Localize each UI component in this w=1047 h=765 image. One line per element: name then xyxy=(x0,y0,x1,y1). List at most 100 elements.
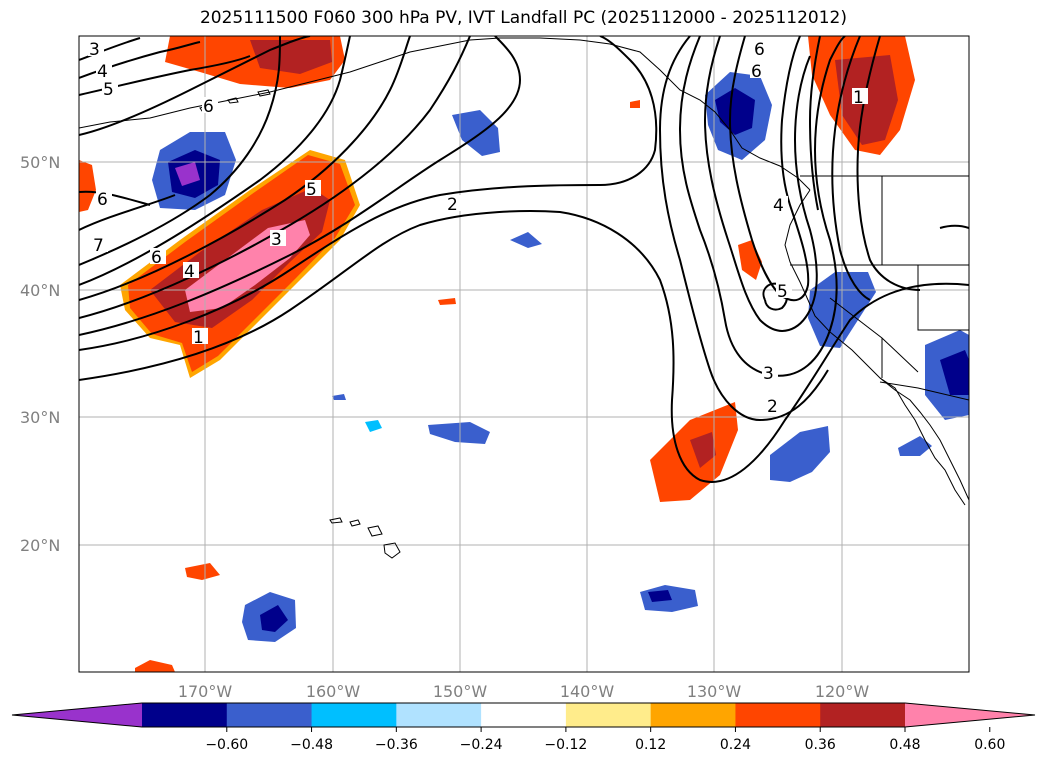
pv-negative-core xyxy=(940,350,969,395)
colorbar-segment xyxy=(565,703,652,727)
colorbar-segment xyxy=(820,703,906,727)
colorbar-tick-label: −0.24 xyxy=(460,737,503,753)
contour-label: 4 xyxy=(184,262,195,282)
contour-labels: 3 4 5 6 6 6 7 6 4 3 5 1 2 6 xyxy=(88,40,868,417)
contour-line xyxy=(79,36,471,319)
contour-label: 3 xyxy=(763,364,774,384)
coastline-baja xyxy=(879,377,966,506)
contour-line xyxy=(728,36,810,302)
contour-line xyxy=(678,36,846,377)
contour-label: 1 xyxy=(193,328,204,348)
contour-label: 3 xyxy=(89,40,100,60)
contour-label: 6 xyxy=(151,248,162,268)
colorbar-tick-label: −0.12 xyxy=(544,737,587,753)
colorbar: −0.60 −0.48 −0.36 −0.24 −0.12 0.12 0.24 0.36 0.4… xyxy=(11,702,1036,753)
contour-label: 7 xyxy=(93,236,104,256)
contour-line xyxy=(658,36,829,422)
pv-negative-area xyxy=(510,232,542,248)
lat-label: 20°N xyxy=(20,536,60,555)
pv-positive-area xyxy=(438,298,456,305)
contour-line xyxy=(79,37,141,61)
pv-negative-area xyxy=(898,436,932,456)
pv-positive-area xyxy=(185,563,220,580)
lat-label: 50°N xyxy=(20,153,60,172)
contour-line xyxy=(808,36,821,211)
lon-label: 130°W xyxy=(687,682,742,701)
contour-label: 4 xyxy=(773,196,784,216)
island-hawaii xyxy=(329,517,401,559)
lon-label: 160°W xyxy=(306,682,361,701)
contour-label: 4 xyxy=(97,62,108,82)
pv-negative-area xyxy=(452,110,500,156)
contour-line xyxy=(79,36,658,351)
longitude-labels: 170°W 160°W 150°W 140°W 130°W 120°W xyxy=(178,682,870,701)
contour-line xyxy=(939,224,969,229)
colorbar-extend-min xyxy=(12,703,142,727)
colorbar-segment xyxy=(311,703,397,727)
contour-label: 5 xyxy=(306,180,317,200)
latitude-labels: 50°N 40°N 30°N 20°N xyxy=(20,153,60,555)
pv-negative-area xyxy=(365,420,382,432)
colorbar-segment xyxy=(481,703,567,727)
contour-line xyxy=(79,36,281,266)
coastline-alaska xyxy=(79,37,811,191)
contour-label: 5 xyxy=(103,80,114,100)
contour-label: 2 xyxy=(447,195,458,215)
contour-label: 1 xyxy=(853,88,864,108)
lat-label: 30°N xyxy=(20,408,60,427)
contour-label: 6 xyxy=(203,97,214,117)
coastlines xyxy=(79,37,969,559)
colorbar-segment xyxy=(650,703,736,727)
pv-positive-core xyxy=(690,432,716,468)
graticule xyxy=(79,36,969,672)
border-us-mexico xyxy=(879,381,969,401)
pv-positive-area xyxy=(135,660,175,672)
colorbar-segment xyxy=(735,703,821,727)
border-states xyxy=(790,176,969,378)
lat-label: 40°N xyxy=(20,281,60,300)
contour-label: 6 xyxy=(97,190,108,210)
lon-label: 150°W xyxy=(433,682,488,701)
pv-positive-area xyxy=(630,100,640,108)
contour-label: 3 xyxy=(271,230,282,250)
pv-negative-area xyxy=(428,422,490,444)
colorbar-tick-label: −0.36 xyxy=(375,737,418,753)
colorbar-extend-max xyxy=(905,703,1035,727)
pv-negative-core xyxy=(260,605,288,632)
lon-label: 140°W xyxy=(560,682,615,701)
colorbar-tick-label: −0.48 xyxy=(290,737,333,753)
map-title: 2025111500 F060 300 hPa PV, IVT Landfall… xyxy=(199,8,847,28)
contour-line xyxy=(79,210,969,483)
contour-label: 6 xyxy=(754,40,765,60)
coastline-west-coast xyxy=(784,189,969,501)
pv-min-core xyxy=(175,162,200,186)
pv-positive-area xyxy=(79,160,96,212)
contour-label: 5 xyxy=(777,282,788,302)
map-frame xyxy=(78,35,970,673)
lon-label: 120°W xyxy=(815,682,870,701)
contour-line xyxy=(79,194,176,231)
colorbar-tick-label: 0.36 xyxy=(805,737,836,753)
colorbar-outline xyxy=(11,702,1036,728)
pv-negative-area xyxy=(770,426,830,482)
contour-label: 6 xyxy=(751,62,762,82)
contour-line xyxy=(79,36,311,136)
lon-label: 170°W xyxy=(178,682,233,701)
contour-line xyxy=(831,36,871,301)
pv-negative-core xyxy=(648,590,672,602)
colorbar-tick-label: 0.12 xyxy=(635,737,666,753)
contour-label: 2 xyxy=(767,397,778,417)
contour-line xyxy=(703,36,818,332)
pv-positive-area xyxy=(650,402,738,502)
pv-negative-area xyxy=(332,394,346,400)
contour-line xyxy=(856,36,921,291)
colorbar-tick-label: 0.48 xyxy=(889,737,920,753)
pv-positive-core xyxy=(250,40,332,74)
colorbar-tick-label: 0.24 xyxy=(720,737,751,753)
contour-line xyxy=(79,36,522,336)
colorbar-segment xyxy=(142,703,228,727)
colorbar-tick-label: −0.60 xyxy=(205,737,248,753)
contour-line xyxy=(79,190,151,206)
colorbar-segment xyxy=(396,703,482,727)
